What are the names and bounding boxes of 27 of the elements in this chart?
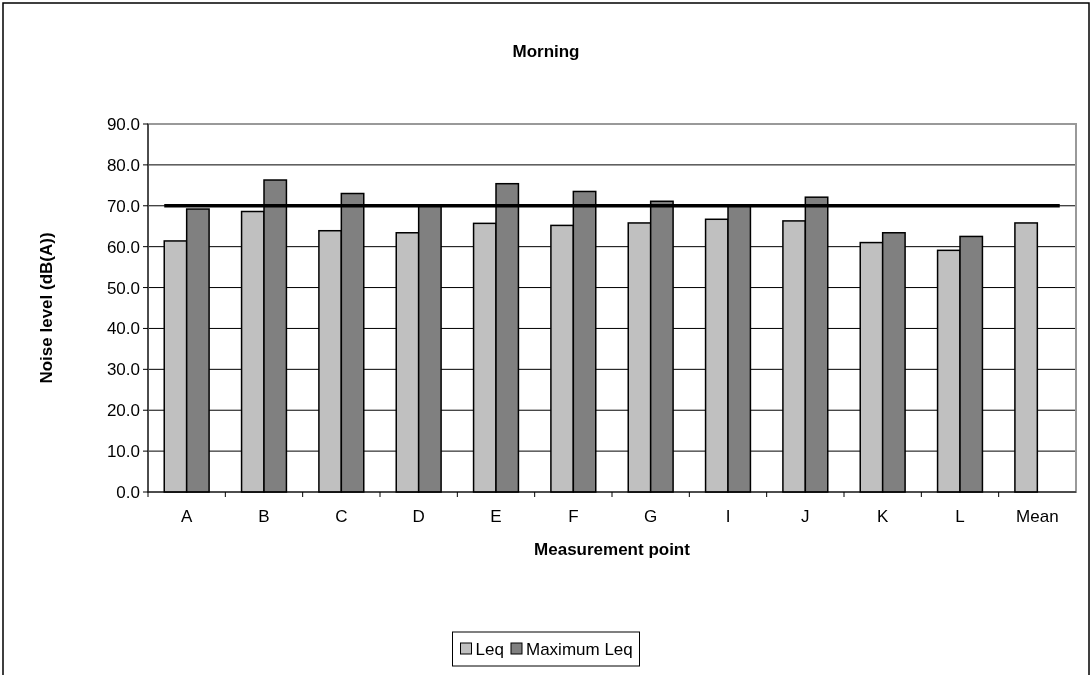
- y-tick-label: 80.0: [106, 155, 140, 175]
- x-tick-label: B: [258, 507, 270, 526]
- y-axis-title: Noise level (dB(A)): [37, 232, 56, 384]
- y-tick-label: 40.0: [106, 319, 140, 339]
- legend-label: Maximum Leq: [526, 640, 633, 659]
- y-tick-label: 10.0: [106, 442, 140, 462]
- y-tick-label: 90.0: [106, 114, 140, 134]
- x-tick-label: D: [412, 507, 425, 526]
- x-tick-label: Mean: [1016, 507, 1059, 526]
- x-tick-label: E: [490, 507, 502, 526]
- y-tick-label: 70.0: [106, 196, 140, 216]
- chart-title: Morning: [512, 42, 580, 61]
- x-tick-label: I: [725, 507, 731, 526]
- x-axis-title: Measurement point: [534, 540, 691, 559]
- y-tick-label: 60.0: [106, 237, 140, 257]
- y-tick-label: 30.0: [106, 360, 140, 380]
- x-tick-label: A: [180, 507, 193, 526]
- x-tick-label: L: [955, 507, 965, 526]
- x-tick-label: K: [876, 507, 889, 526]
- x-tick-label: J: [801, 507, 810, 526]
- x-tick-label: C: [335, 507, 348, 526]
- x-tick-label: G: [644, 507, 658, 526]
- x-tick-label: F: [568, 507, 579, 526]
- y-tick-label: 20.0: [106, 401, 140, 421]
- legend-label: Leq: [475, 640, 504, 659]
- y-tick-label: 50.0: [106, 278, 140, 298]
- y-tick-label: 0.0: [116, 482, 140, 502]
